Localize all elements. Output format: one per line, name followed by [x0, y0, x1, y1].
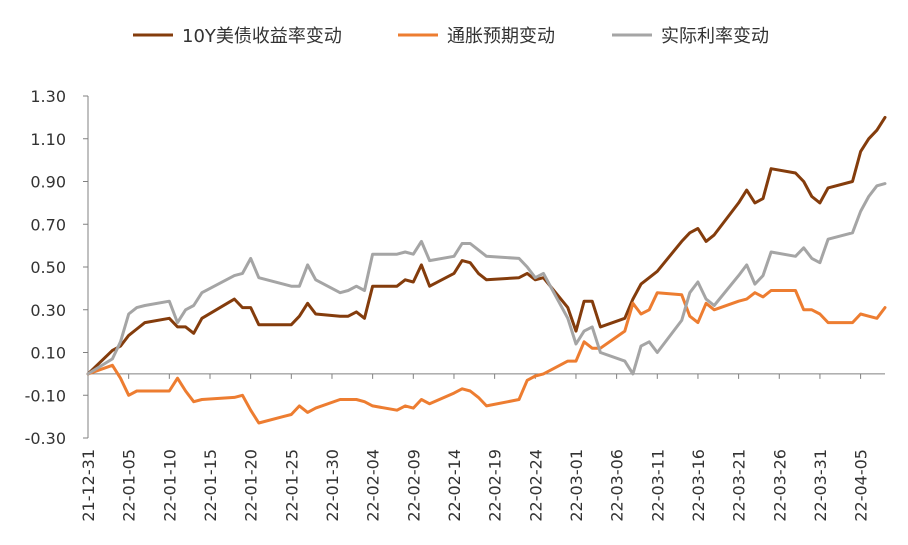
- series-line-inflation: [86, 289, 887, 425]
- legend-item-yield: 10Y美债收益率变动: [133, 26, 342, 47]
- y-tick-label: 0.70: [30, 215, 66, 234]
- x-tick-label: 22-01-25: [282, 449, 301, 522]
- x-tick-label: 22-04-05: [852, 449, 871, 522]
- y-tick-label: -0.30: [25, 429, 66, 448]
- series-line-real: [86, 182, 887, 376]
- y-tick-label: 1.10: [30, 130, 66, 149]
- y-tick-label: 0.90: [30, 173, 66, 192]
- x-tick-label: 22-01-20: [242, 449, 261, 522]
- series-lines: [86, 115, 887, 425]
- y-tick-label: 1.30: [30, 87, 66, 106]
- x-tick-label: 22-03-26: [770, 449, 789, 522]
- legend-label-real: 实际利率变动: [661, 26, 769, 47]
- y-tick-label: 0.50: [30, 258, 66, 277]
- x-tick-label: 22-02-04: [364, 449, 383, 522]
- x-tick-label: 22-02-09: [404, 449, 423, 522]
- legend: 10Y美债收益率变动 通胀预期变动 实际利率变动: [133, 26, 769, 47]
- legend-item-real: 实际利率变动: [612, 26, 769, 47]
- axes: 1.30 1.10 0.90 0.70 0.50 0.30 0.10 -0.10 -0.30 21…: [25, 87, 885, 522]
- x-tick-label: 22-03-21: [730, 449, 749, 522]
- x-tick-label: 22-01-30: [323, 449, 342, 522]
- y-tick-label: 0.30: [30, 301, 66, 320]
- x-tick-label: 22-03-06: [608, 449, 627, 522]
- x-tick-label: 22-03-31: [811, 449, 830, 522]
- x-tick-label: 22-03-16: [689, 449, 708, 522]
- x-tick-label: 22-02-24: [526, 449, 545, 522]
- y-tick-label: 0.10: [30, 344, 66, 363]
- legend-item-inflation: 通胀预期变动: [398, 26, 555, 47]
- x-tick-label: 21-12-31: [79, 449, 98, 522]
- x-tick-label: 22-02-14: [445, 449, 464, 522]
- x-tick-label: 22-02-19: [486, 449, 505, 522]
- series-line-yield: [86, 115, 887, 376]
- y-tick-label: -0.10: [25, 386, 66, 405]
- x-tick-label: 22-03-11: [648, 449, 667, 522]
- x-tick-label: 22-01-10: [160, 449, 179, 522]
- x-tick-label: 22-03-01: [567, 449, 586, 522]
- legend-label-yield: 10Y美债收益率变动: [182, 26, 342, 47]
- x-tick-label: 22-01-15: [201, 449, 220, 522]
- x-tick-label: 22-01-05: [120, 449, 139, 522]
- legend-label-inflation: 通胀预期变动: [447, 26, 555, 47]
